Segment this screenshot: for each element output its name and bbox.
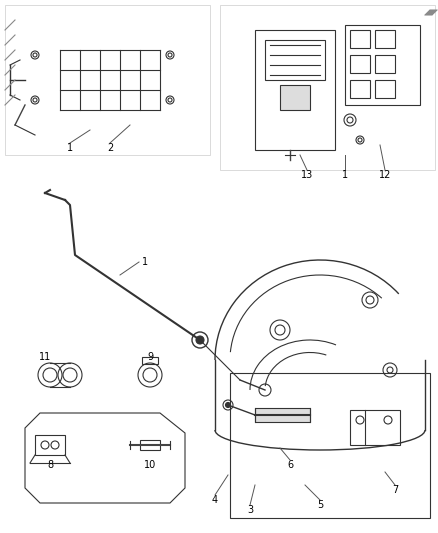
Text: 5: 5 [317, 500, 323, 510]
Text: 8: 8 [47, 460, 53, 470]
Text: 1: 1 [142, 257, 148, 267]
Bar [35, 435, 65, 455]
Bar [375, 55, 395, 73]
Bar [280, 85, 310, 110]
Bar [345, 25, 420, 105]
Bar [375, 30, 395, 48]
Text: 3: 3 [247, 505, 253, 515]
Text: 2: 2 [107, 143, 113, 153]
Text: 9: 9 [147, 352, 153, 362]
Bar [350, 80, 370, 98]
Circle shape [226, 402, 230, 408]
Circle shape [196, 336, 204, 344]
Bar [350, 55, 370, 73]
Bar [255, 30, 335, 150]
Bar [142, 357, 158, 364]
Bar [220, 5, 435, 170]
Text: 1: 1 [342, 170, 348, 180]
Bar [140, 440, 160, 450]
Text: 1: 1 [67, 143, 73, 153]
Bar [375, 80, 395, 98]
Bar [5, 5, 210, 155]
Text: 12: 12 [379, 170, 391, 180]
Text: 10: 10 [144, 460, 156, 470]
Bar [255, 408, 310, 422]
Bar [350, 30, 370, 48]
Bar [350, 410, 400, 445]
Text: 7: 7 [392, 485, 398, 495]
Text: 11: 11 [39, 352, 51, 362]
Bar [265, 40, 325, 80]
Text: 4: 4 [212, 495, 218, 505]
Text: 13: 13 [301, 170, 313, 180]
Text: 6: 6 [287, 460, 293, 470]
